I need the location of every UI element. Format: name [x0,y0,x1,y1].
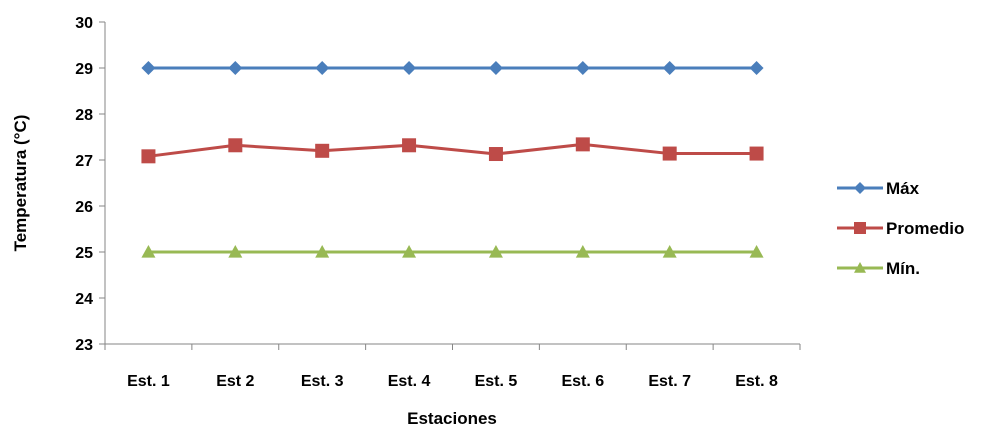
data-point [402,61,417,75]
data-point [141,61,156,75]
data-point [141,149,156,164]
x-category-label: Est. 1 [127,373,170,390]
series-layer [141,61,764,258]
data-point [402,138,417,153]
legend-item: Promedio [837,219,964,238]
data-point [575,61,590,75]
x-category-label: Est. 6 [561,373,604,390]
data-point [662,146,677,161]
series-diamond [141,61,764,75]
y-tick-label: 23 [75,337,93,354]
data-point [749,245,764,258]
y-tick-label: 30 [75,15,93,32]
x-axis-labels: Est. 1 Est 2 Est. 3 Est. 4 Est. 5 Est. 6 Est. … [104,344,801,390]
data-point [662,245,677,258]
data-point [575,245,590,258]
data-point [575,137,590,152]
data-point [488,245,503,258]
series-triangle [141,245,764,258]
data-point [749,146,764,161]
data-point [315,245,330,258]
data-point [749,61,764,75]
data-point [228,138,243,153]
data-point [488,61,503,75]
x-category-label: Est. 5 [475,373,518,390]
legend-item: Mín. [837,259,920,278]
y-tick-label: 29 [75,61,93,78]
y-axis-ticks: 23 24 25 26 27 28 29 30 [75,15,105,354]
data-point [141,245,156,258]
y-tick-label: 24 [75,291,93,308]
legend: Máx Promedio Mín. [837,179,964,278]
legend-marker [854,262,866,273]
x-category-label: Est. 8 [735,373,778,390]
series-line [148,142,757,158]
y-tick-label: 26 [75,199,93,216]
x-category-label: Est 2 [216,373,254,390]
legend-label: Mín. [886,259,920,278]
y-tick-label: 25 [75,245,93,262]
y-tick-label: 27 [75,153,93,170]
x-category-label: Est. 3 [301,373,344,390]
legend-marker [854,222,866,234]
y-axis-title: Temperatura (°C) [11,115,30,252]
data-point [315,143,330,158]
data-point [228,245,243,258]
data-point [402,245,417,258]
legend-item: Máx [837,179,920,198]
data-point [315,61,330,75]
series-square [141,137,764,164]
data-point [662,61,677,75]
data-point [488,147,503,162]
legend-marker [854,182,866,194]
x-category-label: Est. 7 [648,373,691,390]
x-category-label: Est. 4 [388,373,431,390]
y-tick-label: 28 [75,107,93,124]
legend-label: Promedio [886,219,964,238]
x-axis-title: Estaciones [407,409,497,425]
legend-label: Máx [886,179,920,198]
data-point [228,61,243,75]
